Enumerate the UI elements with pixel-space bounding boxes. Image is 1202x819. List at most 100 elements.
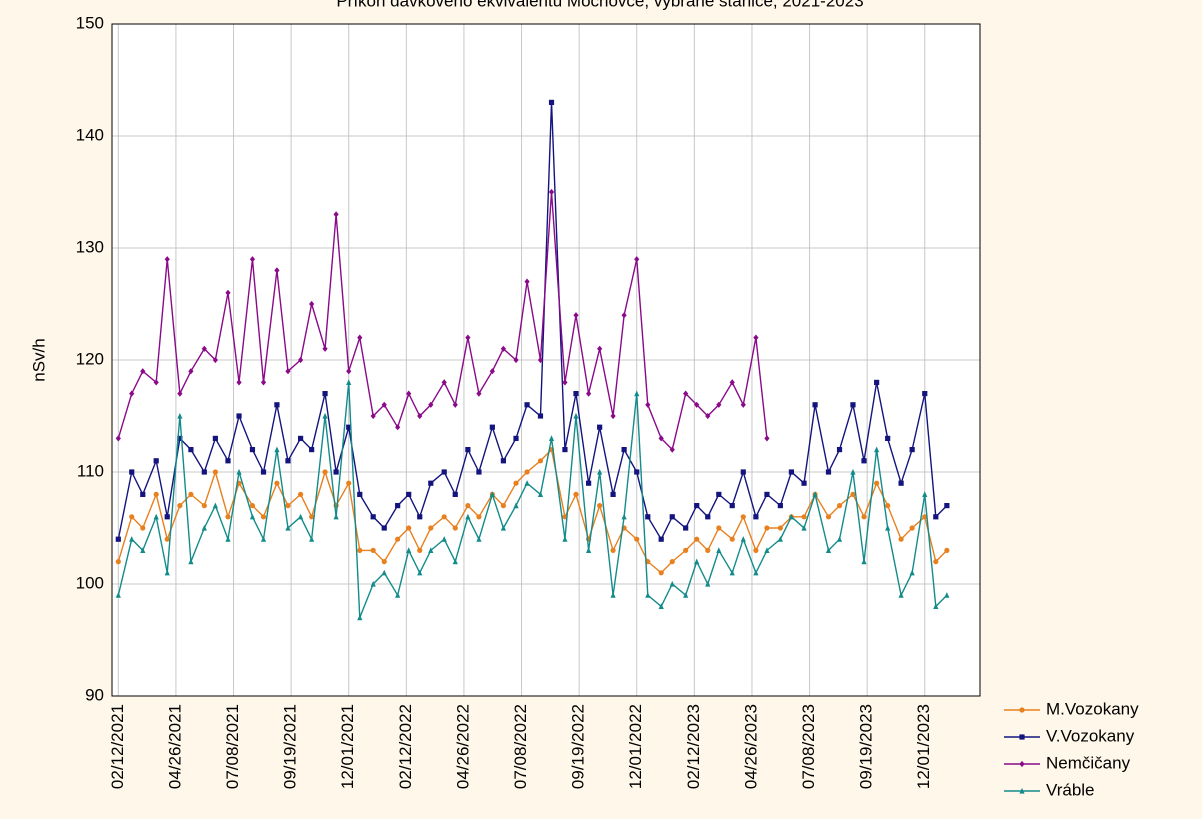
data-point <box>562 536 568 542</box>
data-point <box>812 491 818 497</box>
data-point <box>513 435 519 441</box>
y-tick-label: 150 <box>76 13 104 32</box>
data-point <box>753 569 759 576</box>
data-point <box>716 491 722 497</box>
data-point <box>129 469 135 475</box>
data-point <box>740 514 746 520</box>
data-point <box>153 379 159 386</box>
data-point <box>297 491 304 497</box>
data-point <box>201 503 207 509</box>
x-tick-label: 12/01/2023 <box>914 704 933 789</box>
data-point <box>716 547 722 553</box>
data-point <box>249 447 256 453</box>
data-point <box>333 211 339 218</box>
data-point <box>944 503 950 509</box>
x-tick-label: 09/19/2023 <box>857 704 876 789</box>
data-point <box>705 412 711 420</box>
x-tick-label: 12/01/2022 <box>626 704 645 789</box>
data-point <box>370 580 376 587</box>
data-point <box>634 469 640 475</box>
data-point <box>836 536 843 542</box>
data-point <box>764 525 770 531</box>
data-point <box>346 480 352 486</box>
x-tick-label: 04/26/2021 <box>165 704 184 789</box>
data-point <box>465 447 471 453</box>
data-point <box>153 491 159 497</box>
data-point <box>188 491 194 497</box>
data-point <box>898 536 904 542</box>
data-point <box>417 514 423 520</box>
data-point <box>406 525 412 531</box>
data-point <box>573 412 579 419</box>
data-point <box>513 502 519 509</box>
data-point <box>683 547 689 554</box>
data-point <box>922 514 928 520</box>
data-point <box>850 491 856 497</box>
data-point <box>524 469 530 475</box>
data-point <box>297 356 304 364</box>
data-point <box>645 514 651 520</box>
data-point <box>177 412 183 419</box>
data-point <box>249 256 256 263</box>
data-point <box>801 514 807 520</box>
data-point <box>850 468 856 475</box>
series-line <box>117 448 948 574</box>
data-point <box>694 503 700 509</box>
data-point <box>417 412 423 420</box>
data-point <box>476 390 482 397</box>
legend-marker <box>1019 734 1025 740</box>
data-point <box>729 379 735 386</box>
data-point <box>500 524 506 531</box>
data-point <box>764 435 770 442</box>
data-point <box>441 514 447 520</box>
data-point <box>274 402 280 408</box>
data-point <box>610 491 616 497</box>
data-point <box>874 480 880 486</box>
y-tick-label: 100 <box>76 573 104 592</box>
data-point <box>586 390 592 397</box>
data-point <box>634 536 640 542</box>
data-point <box>115 592 121 598</box>
data-point <box>716 525 722 531</box>
data-point <box>634 256 640 263</box>
data-point <box>249 503 256 509</box>
data-point <box>164 569 170 576</box>
data-point <box>861 458 867 464</box>
data-point <box>201 469 207 475</box>
data-point <box>645 401 651 408</box>
data-point <box>537 356 544 364</box>
data-point <box>489 424 495 430</box>
data-point <box>658 603 664 609</box>
data-point <box>669 580 675 587</box>
data-point <box>406 547 412 553</box>
data-point <box>417 569 423 576</box>
legend-marker <box>1019 707 1025 713</box>
data-point <box>658 536 664 542</box>
data-point <box>825 547 832 553</box>
data-point <box>753 547 759 554</box>
data-point <box>513 480 519 486</box>
data-point <box>861 558 867 565</box>
data-point <box>333 513 339 520</box>
data-point <box>357 614 363 621</box>
data-point <box>850 402 856 408</box>
data-point <box>285 524 291 531</box>
data-point <box>476 514 482 520</box>
data-point <box>322 469 328 475</box>
data-point <box>885 435 891 441</box>
data-point <box>225 458 231 464</box>
x-tick-label: 07/08/2023 <box>799 704 818 789</box>
data-point <box>153 513 159 520</box>
data-point <box>634 390 640 397</box>
data-point <box>874 379 880 385</box>
data-point <box>922 391 928 397</box>
data-point <box>524 278 530 285</box>
data-point <box>513 356 519 364</box>
data-point <box>500 345 506 352</box>
data-point <box>476 536 482 542</box>
x-tick-label: 02/12/2021 <box>108 704 127 789</box>
data-point <box>573 391 579 397</box>
data-point <box>548 188 555 196</box>
data-point <box>694 536 700 542</box>
data-point <box>297 435 304 441</box>
